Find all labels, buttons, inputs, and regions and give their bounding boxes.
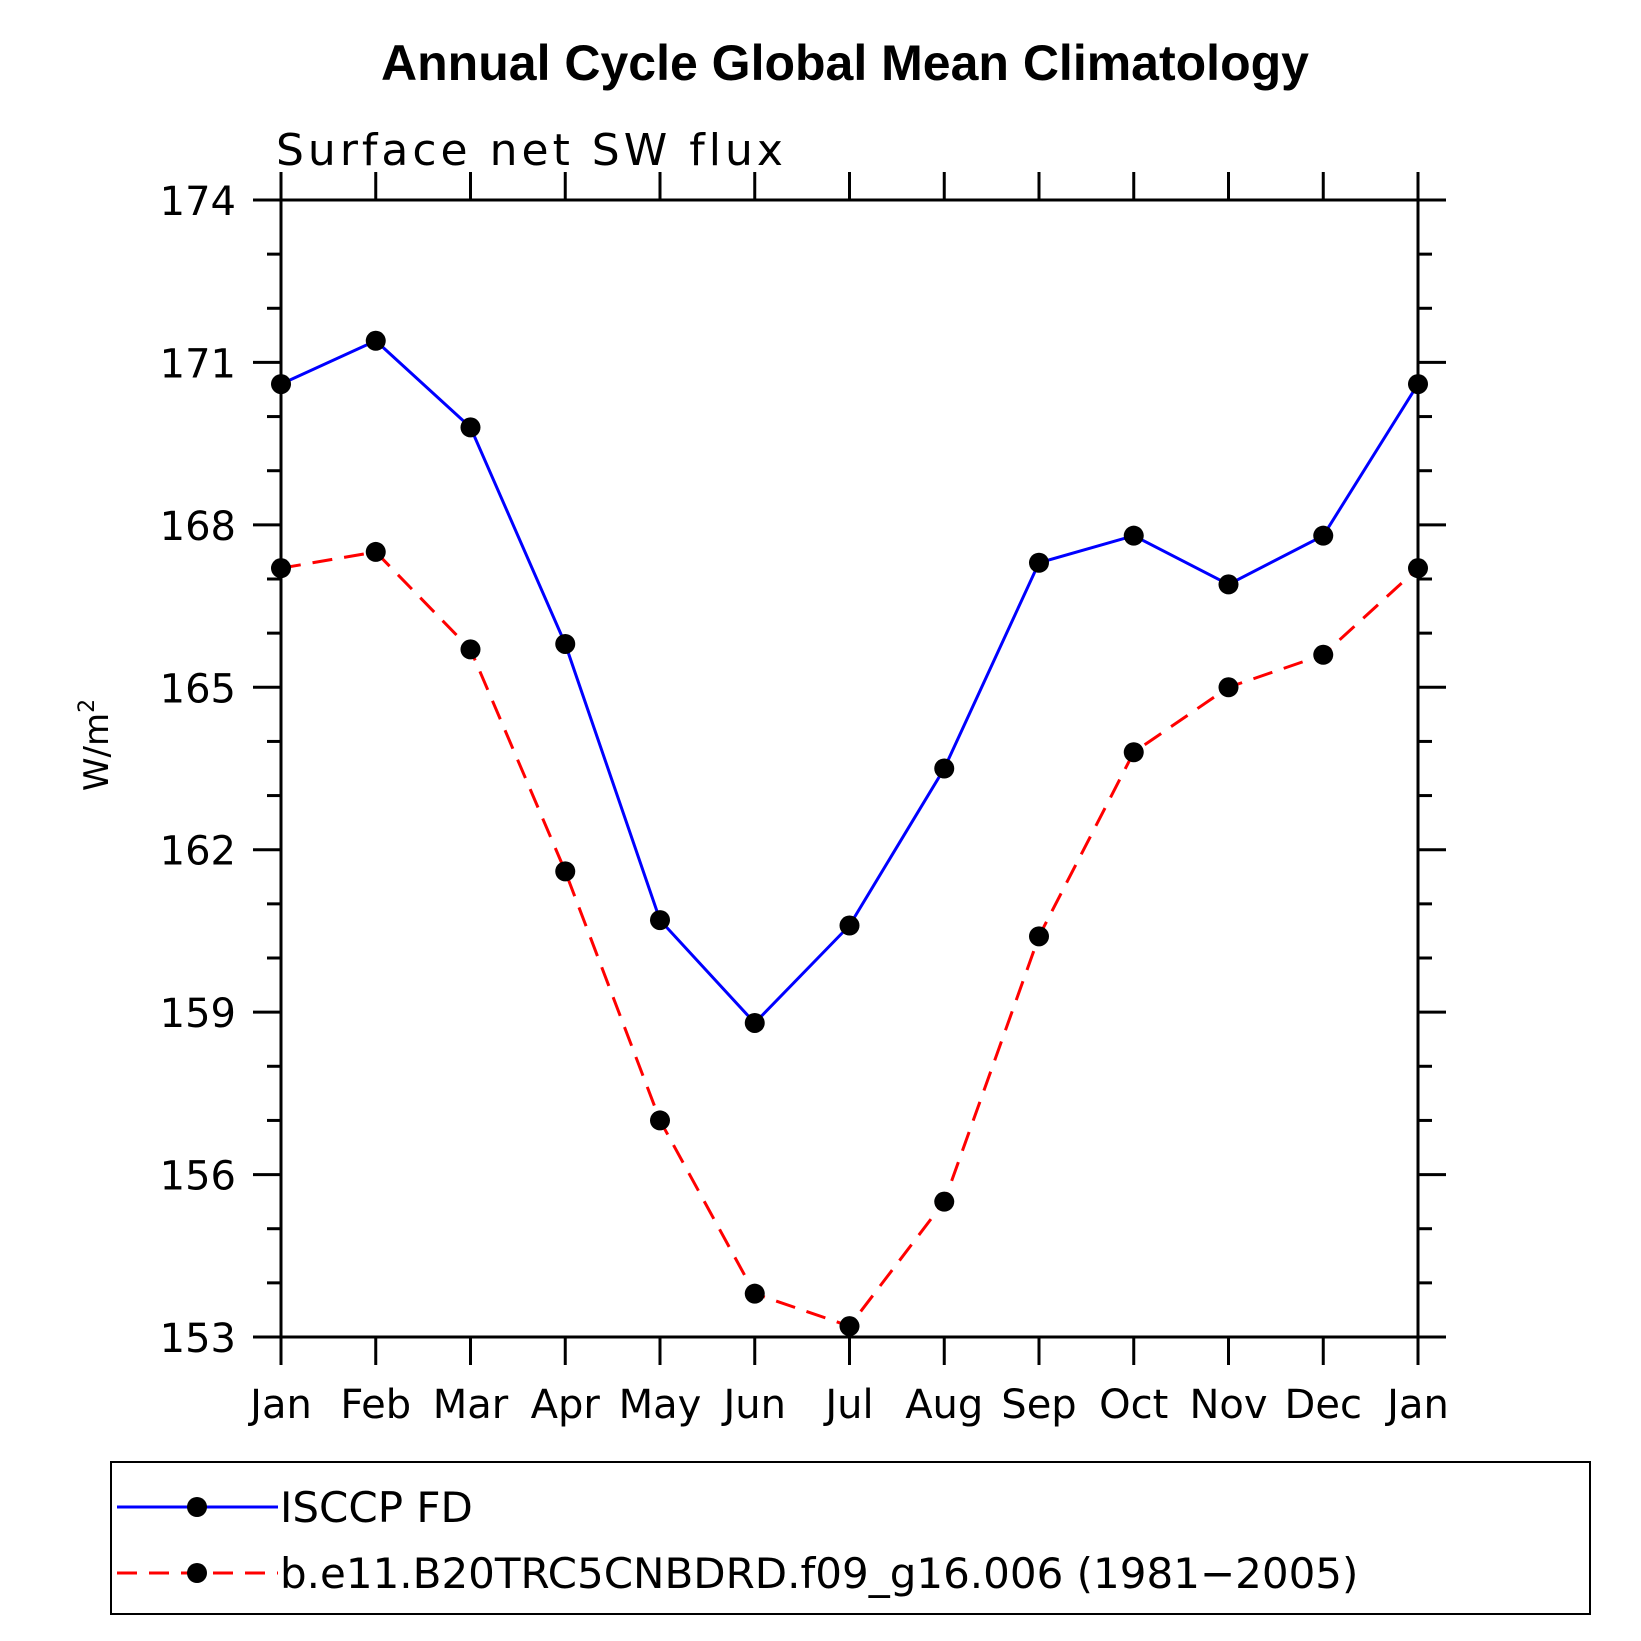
- x-tick-label: Aug: [905, 1382, 983, 1428]
- data-point: [839, 915, 860, 936]
- svg-text:W/m2: W/m2: [75, 699, 117, 791]
- y-tick-label: 162: [160, 829, 236, 875]
- data-point: [1218, 677, 1239, 698]
- x-tick-label: Mar: [433, 1382, 509, 1428]
- data-point: [1029, 926, 1049, 947]
- x-tick-label: Jun: [721, 1382, 787, 1428]
- data-point: [934, 758, 955, 779]
- legend-item-2: b.e11.B20TRC5CNBDRD.f09_g16.006 (1981−20…: [117, 1549, 1358, 1598]
- y-tick-labels: 153 156 159 162 165 168 171 174: [160, 179, 236, 1362]
- data-point: [365, 330, 386, 351]
- data-point: [271, 374, 291, 395]
- x-tick-label: Oct: [1099, 1382, 1168, 1428]
- data-point: [460, 417, 481, 438]
- y-tick-label: 168: [160, 504, 236, 550]
- y-tick-label: 171: [160, 341, 236, 387]
- legend-label: ISCCP FD: [280, 1483, 473, 1532]
- data-point: [460, 639, 481, 660]
- y-axis-label-superscript: 2: [75, 699, 100, 713]
- x-tick-label: Dec: [1285, 1382, 1362, 1428]
- data-point: [1123, 525, 1144, 546]
- legend: ISCCP FD b.e11.B20TRC5CNBDRD.f09_g16.006 …: [110, 1461, 1591, 1615]
- y-tick-label: 153: [160, 1316, 236, 1362]
- plot-border: [279, 198, 1420, 1339]
- legend-swatch-marker: [187, 1497, 207, 1517]
- data-point: [1408, 558, 1428, 579]
- data-point: [555, 861, 576, 882]
- data-point: [650, 910, 670, 931]
- x-tick-label: Feb: [340, 1382, 411, 1428]
- x-tick-label: Jul: [822, 1382, 873, 1428]
- data-point: [1313, 525, 1334, 546]
- data-point: [555, 633, 576, 654]
- legend-item-1: ISCCP FD: [117, 1483, 473, 1532]
- series-2: [271, 541, 1428, 1337]
- data-point: [744, 1012, 765, 1033]
- data-point: [1408, 374, 1428, 395]
- x-tick-label: Sep: [1001, 1382, 1076, 1428]
- data-point: [1029, 552, 1049, 573]
- y-axis-label: W/m2: [75, 699, 117, 791]
- x-tick-labels: Jan Feb Mar Apr May Jun Jul Aug Sep Oct Nov Dec Jan: [247, 1382, 1449, 1428]
- x-tick-label: Jan: [247, 1382, 312, 1428]
- series-line: [280, 550, 1420, 1328]
- chart-title: Annual Cycle Global Mean Climatology: [381, 35, 1309, 91]
- y-tick-label: 159: [160, 991, 236, 1037]
- data-point: [744, 1283, 765, 1304]
- legend-box: [110, 1461, 1591, 1615]
- x-tick-label: Nov: [1189, 1382, 1267, 1428]
- x-tick-label: Apr: [531, 1382, 601, 1428]
- y-tick-label: 174: [160, 179, 236, 225]
- x-tick-label: May: [619, 1382, 702, 1428]
- data-point: [271, 558, 291, 579]
- y-tick-label: 165: [160, 666, 236, 712]
- data-point: [650, 1110, 670, 1131]
- axis-ticks: [253, 172, 1446, 1365]
- x-tick-label: Jan: [1384, 1382, 1449, 1428]
- data-point: [365, 541, 386, 562]
- data-point: [1218, 574, 1239, 595]
- y-axis-label-base: W/m: [77, 713, 117, 791]
- data-point: [1313, 644, 1334, 665]
- series-layer: [271, 330, 1428, 1337]
- legend-swatch-marker: [187, 1563, 207, 1583]
- series-1: [271, 330, 1428, 1033]
- data-point: [934, 1191, 955, 1212]
- chart-subtitle: Surface net SW flux: [276, 125, 787, 176]
- data-point: [839, 1316, 860, 1337]
- legend-label: b.e11.B20TRC5CNBDRD.f09_g16.006 (1981−20…: [280, 1549, 1358, 1598]
- plot-frame: [279, 198, 1420, 1339]
- y-tick-label: 156: [160, 1154, 236, 1200]
- data-point: [1123, 742, 1144, 763]
